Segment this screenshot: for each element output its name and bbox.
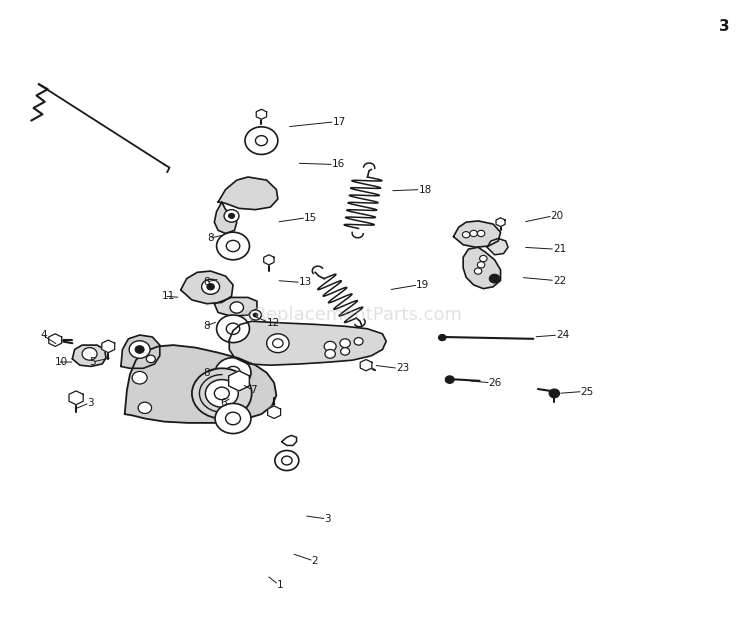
Polygon shape	[230, 321, 386, 365]
Text: 5: 5	[89, 357, 96, 367]
Circle shape	[274, 450, 298, 471]
Polygon shape	[49, 334, 62, 347]
Circle shape	[245, 127, 278, 154]
Text: 15: 15	[304, 213, 317, 223]
Text: 8: 8	[203, 368, 210, 378]
Polygon shape	[181, 271, 233, 304]
Text: 6: 6	[220, 398, 227, 408]
Circle shape	[82, 348, 97, 360]
Text: 8: 8	[203, 321, 210, 331]
Circle shape	[224, 210, 239, 222]
Circle shape	[217, 315, 250, 343]
Circle shape	[475, 268, 482, 274]
Polygon shape	[496, 218, 505, 227]
Circle shape	[477, 261, 484, 268]
Circle shape	[324, 341, 336, 352]
Circle shape	[325, 350, 335, 358]
Circle shape	[146, 355, 155, 363]
Circle shape	[479, 255, 487, 261]
Circle shape	[446, 376, 454, 384]
Text: 12: 12	[267, 318, 280, 328]
Polygon shape	[487, 239, 508, 255]
Text: 4: 4	[40, 330, 46, 340]
Text: 25: 25	[580, 387, 594, 396]
Text: 22: 22	[553, 275, 566, 285]
Circle shape	[135, 346, 144, 353]
Circle shape	[439, 335, 446, 341]
Text: 2: 2	[311, 556, 318, 566]
Polygon shape	[124, 345, 276, 423]
Circle shape	[206, 380, 238, 407]
Text: 23: 23	[396, 364, 410, 374]
Text: 3: 3	[719, 19, 730, 34]
Circle shape	[250, 310, 262, 320]
Circle shape	[470, 231, 477, 237]
Polygon shape	[268, 406, 280, 418]
Circle shape	[226, 241, 240, 251]
Circle shape	[230, 302, 244, 313]
Polygon shape	[264, 255, 274, 265]
Polygon shape	[281, 435, 296, 445]
Text: 24: 24	[556, 330, 569, 340]
Text: 26: 26	[488, 378, 502, 387]
Circle shape	[254, 313, 258, 317]
Circle shape	[340, 339, 350, 348]
Circle shape	[202, 279, 220, 294]
Circle shape	[214, 387, 230, 399]
Polygon shape	[102, 340, 115, 353]
Text: 3: 3	[87, 398, 94, 408]
Circle shape	[340, 348, 350, 355]
Circle shape	[226, 412, 241, 425]
Text: 11: 11	[162, 291, 176, 301]
Text: 3: 3	[324, 514, 331, 524]
Circle shape	[215, 358, 251, 387]
Circle shape	[489, 274, 500, 283]
Circle shape	[207, 284, 214, 290]
Polygon shape	[360, 360, 372, 371]
Circle shape	[138, 402, 152, 413]
Circle shape	[217, 232, 250, 260]
Circle shape	[281, 456, 292, 465]
Text: 17: 17	[332, 117, 346, 127]
Circle shape	[256, 135, 268, 146]
Text: 8: 8	[207, 234, 214, 243]
Circle shape	[192, 369, 252, 418]
Polygon shape	[464, 247, 500, 289]
Polygon shape	[121, 335, 160, 369]
Circle shape	[218, 379, 248, 404]
Circle shape	[226, 367, 241, 379]
Polygon shape	[256, 109, 266, 119]
Circle shape	[132, 372, 147, 384]
Text: 7: 7	[251, 386, 257, 395]
Text: 18: 18	[419, 185, 431, 195]
Text: 13: 13	[298, 277, 312, 287]
Circle shape	[549, 389, 560, 398]
Polygon shape	[72, 345, 106, 367]
Circle shape	[215, 403, 251, 433]
Circle shape	[226, 323, 240, 335]
Circle shape	[477, 231, 484, 237]
Text: 10: 10	[56, 357, 68, 367]
Polygon shape	[218, 177, 278, 210]
Circle shape	[129, 341, 150, 358]
Text: 21: 21	[553, 244, 566, 254]
Polygon shape	[214, 202, 237, 234]
Text: 19: 19	[416, 280, 429, 290]
Text: 16: 16	[332, 159, 345, 169]
Polygon shape	[454, 221, 500, 247]
Circle shape	[463, 232, 470, 238]
Polygon shape	[214, 297, 257, 316]
Circle shape	[226, 386, 240, 397]
Text: 20: 20	[550, 211, 564, 221]
Polygon shape	[69, 391, 83, 404]
Circle shape	[354, 338, 363, 345]
Circle shape	[229, 214, 235, 219]
Text: eReplacementParts.com: eReplacementParts.com	[243, 306, 462, 324]
Circle shape	[234, 377, 244, 386]
Circle shape	[267, 334, 289, 353]
Circle shape	[273, 339, 283, 348]
Polygon shape	[229, 371, 249, 391]
Text: 8: 8	[203, 277, 210, 287]
Text: 1: 1	[276, 580, 283, 590]
